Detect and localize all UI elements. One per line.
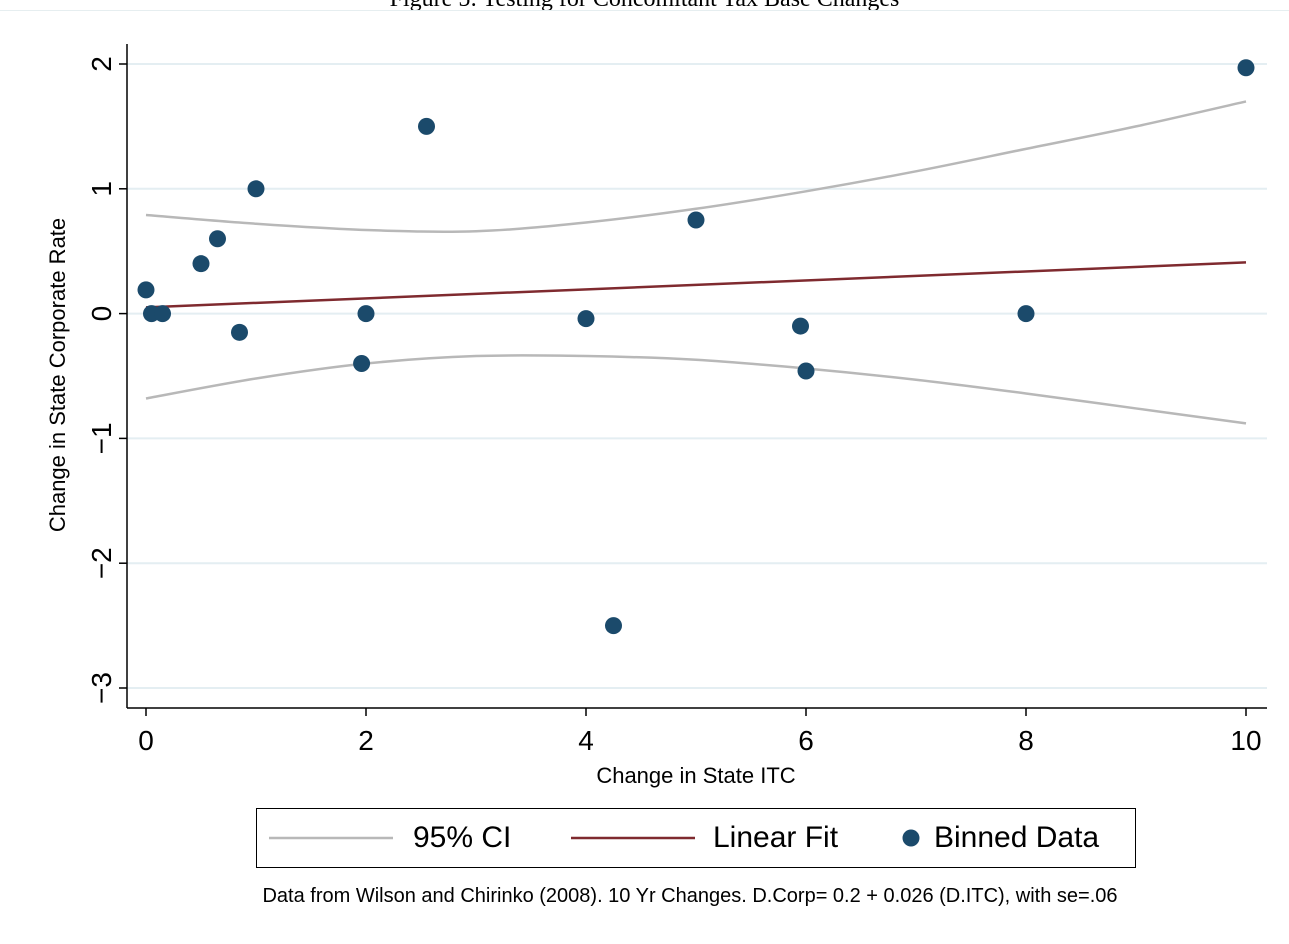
data-point xyxy=(1237,59,1255,77)
data-point xyxy=(687,211,705,229)
data-point xyxy=(605,617,622,635)
legend-item-binned: Binned Data xyxy=(900,809,1099,867)
legend-label-fit: Linear Fit xyxy=(713,821,839,854)
footnote: Data from Wilson and Chirinko (2008). 10… xyxy=(262,885,1118,907)
data-point xyxy=(418,117,435,135)
x-tick-label: 2 xyxy=(358,725,374,756)
legend-fit-swatch xyxy=(571,836,695,840)
y-tick-label: −1 xyxy=(86,422,117,454)
legend: 95% CI Linear Fit Binned Data xyxy=(256,808,1136,868)
y-tick-label: −3 xyxy=(86,672,117,704)
y-tick-label: 2 xyxy=(86,56,117,72)
ci-upper-line xyxy=(145,100,1247,233)
x-tick-label: 0 xyxy=(138,725,154,756)
legend-item-fit: Linear Fit xyxy=(571,809,838,867)
data-point xyxy=(797,362,815,380)
legend-label-binned: Binned Data xyxy=(934,821,1100,854)
x-tick-label: 4 xyxy=(578,725,594,756)
data-point xyxy=(247,180,265,198)
data-point xyxy=(192,255,210,273)
data-point xyxy=(792,317,809,335)
data-point xyxy=(357,305,375,323)
data-point xyxy=(353,355,371,373)
x-tick-label: 8 xyxy=(1018,725,1034,756)
plot-frame xyxy=(0,10,1289,944)
y-axis-label: Change in State Corporate Rate xyxy=(45,218,70,532)
x-axis-label: Change in State ITC xyxy=(596,763,795,788)
chart-title: Figure 5: Testing for Concomitant Tax Ba… xyxy=(0,0,1289,13)
data-point xyxy=(209,230,226,248)
data-point xyxy=(577,310,595,328)
legend-binned-swatch xyxy=(902,829,920,847)
legend-item-ci: 95% CI xyxy=(269,809,511,867)
data-point xyxy=(1017,305,1035,323)
ci-lower-line xyxy=(145,354,1247,425)
linear-fit-line xyxy=(145,261,1247,309)
x-tick-label: 6 xyxy=(798,725,814,756)
legend-ci-swatch xyxy=(269,836,393,840)
y-tick-label: −2 xyxy=(86,547,117,579)
data-point xyxy=(154,305,171,323)
data-point xyxy=(231,323,248,341)
data-point xyxy=(137,281,155,299)
y-tick-label: 0 xyxy=(86,306,117,322)
legend-label-ci: 95% CI xyxy=(413,821,512,854)
y-tick-label: 1 xyxy=(86,181,117,197)
x-tick-label: 10 xyxy=(1230,725,1261,756)
